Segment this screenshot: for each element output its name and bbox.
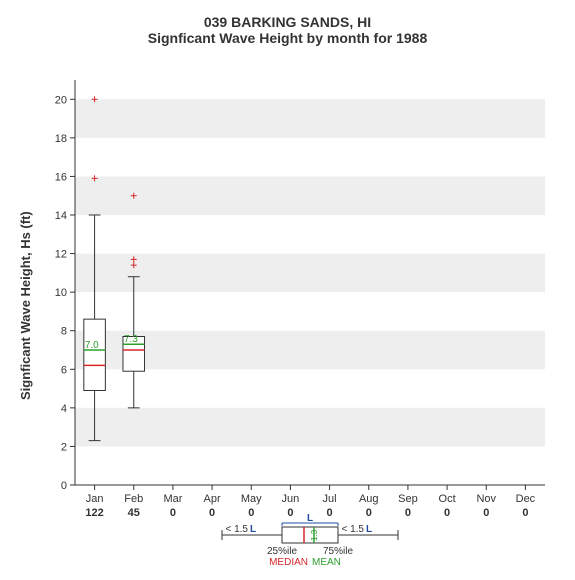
x-count-label: 0 <box>287 507 293 519</box>
chart-title-block: 039 BARKING SANDS, HI Signficant Wave He… <box>0 14 575 46</box>
x-count-label: 0 <box>444 507 450 519</box>
legend-mean-label: MEAN <box>312 557 341 568</box>
chart-container: 039 BARKING SANDS, HI Signficant Wave He… <box>0 0 575 580</box>
x-tick-label: Jul <box>323 493 337 505</box>
x-count-label: 0 <box>405 507 411 519</box>
x-tick-label: Feb <box>124 493 143 505</box>
chart-svg: 0 2 4 6 8 10 12 14 16 18 20 Jan 122 Feb 45 Mar 0 Apr 0 May 0… <box>0 0 575 580</box>
x-count-label: 122 <box>85 507 103 519</box>
svg-text:14: 14 <box>55 210 67 222</box>
legend-L-top: L <box>307 513 313 524</box>
x-count-label: 45 <box>128 507 140 519</box>
legend-mean-value: 1.3 <box>310 529 319 541</box>
x-count-label: 0 <box>209 507 215 519</box>
legend-median-label: MEDIAN <box>269 557 308 568</box>
x-tick-label: Oct <box>439 493 456 505</box>
x-tick-label: Nov <box>476 493 496 505</box>
x-tick-label: Sep <box>398 493 418 505</box>
mean-label: 7.3 <box>124 334 138 345</box>
x-count-label: 0 <box>483 507 489 519</box>
svg-text:6: 6 <box>61 364 67 376</box>
x-tick-label: Dec <box>516 493 536 505</box>
x-count-label: 0 <box>366 507 372 519</box>
x-tick-label: Apr <box>204 493 221 505</box>
x-tick-label: Jun <box>282 493 300 505</box>
x-count-label: 0 <box>522 507 528 519</box>
legend-q3: 75%ile <box>323 546 353 557</box>
svg-text:8: 8 <box>61 326 67 338</box>
x-count-label: 0 <box>327 507 333 519</box>
svg-text:4: 4 <box>61 403 67 415</box>
legend-q1: 25%ile <box>267 546 297 557</box>
svg-text:12: 12 <box>55 249 67 261</box>
svg-text:18: 18 <box>55 133 67 145</box>
legend-L-right: L <box>366 524 372 535</box>
svg-text:16: 16 <box>55 171 67 183</box>
x-tick-label: Aug <box>359 493 379 505</box>
svg-text:0: 0 <box>61 480 67 492</box>
legend-upper-whisker: < 1.5 <box>341 524 364 535</box>
chart-title-line1: 039 BARKING SANDS, HI <box>0 14 575 30</box>
chart-title-line2: Signficant Wave Height by month for 1988 <box>0 30 575 46</box>
legend-L-left: L <box>250 524 256 535</box>
box <box>84 319 106 390</box>
x-tick-label: May <box>241 493 262 505</box>
x-tick-label: Mar <box>163 493 182 505</box>
svg-text:2: 2 <box>61 441 67 453</box>
y-axis-label: Signficant Wave Height, Hs (ft) <box>18 211 33 400</box>
svg-text:10: 10 <box>55 287 67 299</box>
x-count-label: 0 <box>170 507 176 519</box>
legend-lower-whisker: < 1.5 <box>225 524 248 535</box>
x-count-label: 0 <box>248 507 254 519</box>
svg-text:20: 20 <box>55 94 67 106</box>
x-tick-label: Jan <box>86 493 104 505</box>
mean-label: 7.0 <box>85 340 99 351</box>
